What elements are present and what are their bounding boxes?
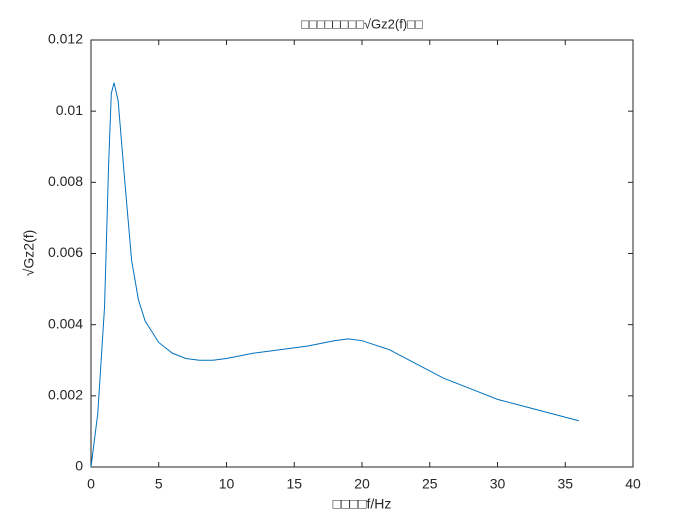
x-tick-label: 35 bbox=[557, 476, 573, 492]
y-tick-label: 0.008 bbox=[48, 173, 83, 189]
x-tick-label: 5 bbox=[155, 476, 163, 492]
y-tick-label: 0.006 bbox=[48, 244, 83, 260]
x-tick-label: 10 bbox=[219, 476, 235, 492]
x-tick-label: 40 bbox=[625, 476, 641, 492]
x-tick-label: 15 bbox=[286, 476, 302, 492]
y-tick-label: 0.01 bbox=[56, 102, 83, 118]
y-tick-label: 0.004 bbox=[48, 315, 83, 331]
x-axis-label: □□□□f/Hz bbox=[333, 496, 392, 512]
y-tick-label: 0 bbox=[75, 458, 83, 474]
y-tick-label: 0.002 bbox=[48, 387, 83, 403]
x-tick-label: 0 bbox=[87, 476, 95, 492]
x-tick-label: 20 bbox=[354, 476, 370, 492]
plot-area bbox=[90, 39, 634, 468]
x-tick-label: 25 bbox=[422, 476, 438, 492]
x-tick-label: 30 bbox=[490, 476, 506, 492]
chart-title: □□□□□□□□√Gz2(f)□□ bbox=[301, 16, 423, 31]
data-line bbox=[90, 82, 579, 468]
y-axis-label: √Gz2(f) bbox=[21, 230, 37, 277]
y-tick-label: 0.012 bbox=[48, 31, 83, 47]
